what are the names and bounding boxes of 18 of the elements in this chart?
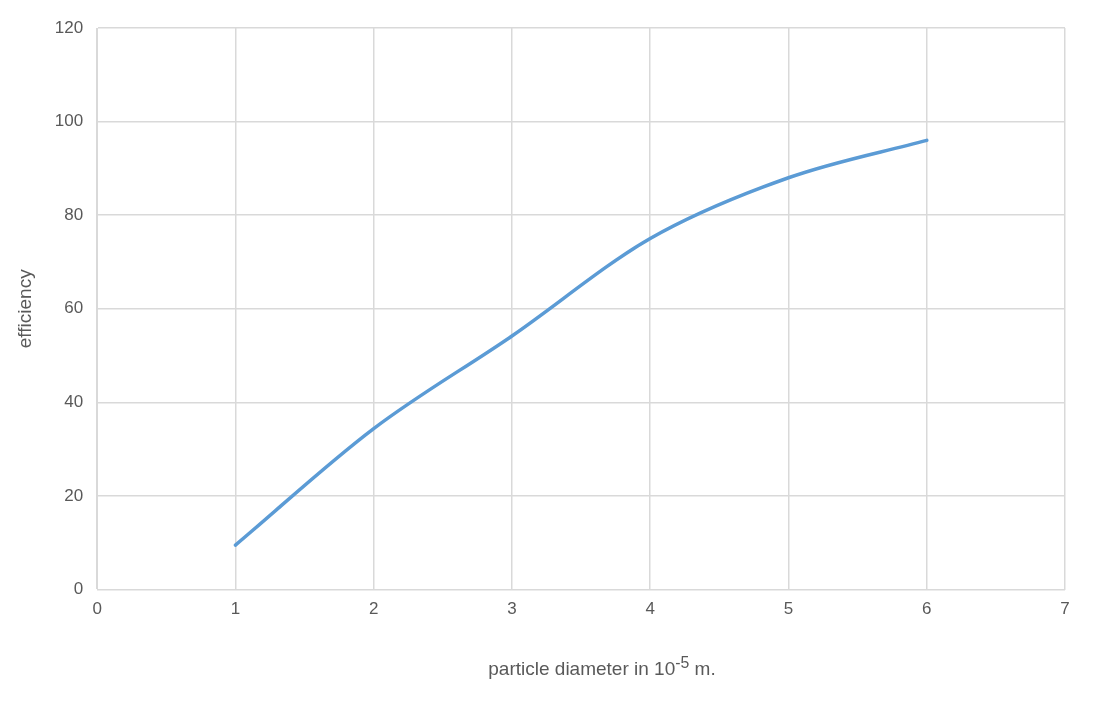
x-tick-label: 1: [230, 599, 241, 619]
y-tick-label: 100: [54, 111, 84, 131]
x-tick-label: 3: [507, 599, 517, 619]
x-tick-label: 4: [645, 599, 655, 619]
y-tick-label: 0: [73, 579, 84, 599]
x-tick-label: 6: [922, 599, 932, 619]
x-tick-label: 2: [368, 599, 379, 619]
x-tick-label: 7: [1060, 599, 1070, 619]
x-tick-label: 5: [783, 599, 794, 619]
x-axis-title: particle diameter in 10$^{-5}$ m.: [487, 654, 717, 681]
y-tick-label: 120: [54, 17, 84, 37]
y-tick-label: 40: [64, 392, 84, 412]
line-series: [233, 138, 929, 547]
y-axis-title: efficiency: [13, 268, 35, 349]
x-tick-label: 0: [92, 599, 102, 619]
y-tick-label: 80: [64, 204, 84, 224]
y-tick-label: 60: [64, 298, 84, 318]
y-tick-label: 20: [64, 485, 84, 505]
